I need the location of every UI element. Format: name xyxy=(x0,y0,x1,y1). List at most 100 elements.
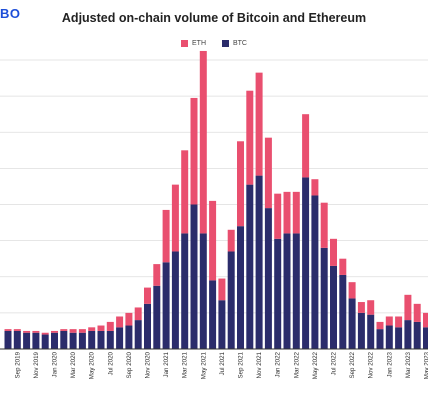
bar-btc-40 xyxy=(376,329,384,349)
bar-btc-14 xyxy=(134,320,142,349)
x-tick-label: Nov 2021 xyxy=(256,351,263,378)
legend-item-btc: BTC xyxy=(221,40,247,47)
bar-eth-15 xyxy=(144,287,151,304)
x-tick-label: Jul 2020 xyxy=(107,351,114,375)
bar-btc-22 xyxy=(209,280,217,349)
bar-btc-39 xyxy=(367,314,375,349)
bar-btc-6 xyxy=(60,330,68,349)
brand-logo: BO xyxy=(0,6,21,21)
bar-eth-35 xyxy=(330,238,337,266)
bar-eth-32 xyxy=(302,114,310,178)
x-tick-label: Sep 2021 xyxy=(238,351,245,378)
bar-btc-19 xyxy=(181,233,189,349)
bar-eth-0 xyxy=(4,329,12,331)
bar-btc-36 xyxy=(339,274,347,349)
bar-btc-11 xyxy=(106,330,114,349)
bar-eth-25 xyxy=(237,141,244,227)
bar-eth-31 xyxy=(292,191,300,234)
bar-eth-39 xyxy=(367,300,375,315)
bar-btc-30 xyxy=(283,233,291,349)
bar-eth-36 xyxy=(339,258,347,275)
bar-btc-18 xyxy=(171,251,179,349)
x-tick-label: Jan 2021 xyxy=(163,351,170,377)
bar-eth-7 xyxy=(69,329,77,333)
x-tick-label: Jan 2022 xyxy=(275,351,282,377)
bar-btc-29 xyxy=(274,238,282,349)
bar-btc-0 xyxy=(4,330,12,349)
bar-btc-41 xyxy=(385,325,393,349)
bar-btc-16 xyxy=(153,285,161,349)
bar-btc-37 xyxy=(348,298,356,349)
bar-eth-11 xyxy=(106,321,114,331)
legend-item-eth: ETH xyxy=(181,40,206,47)
bar-btc-26 xyxy=(246,184,254,349)
bar-btc-35 xyxy=(330,265,337,349)
bar-btc-32 xyxy=(302,177,310,349)
x-tick-label: Jan 2023 xyxy=(386,351,393,377)
bar-eth-34 xyxy=(320,202,328,248)
bar-eth-37 xyxy=(348,282,356,299)
bar-btc-20 xyxy=(190,204,198,349)
legend-swatch-eth xyxy=(181,40,189,47)
bar-eth-40 xyxy=(376,321,384,330)
bar-eth-26 xyxy=(246,90,254,185)
bar-eth-42 xyxy=(395,316,403,328)
bar-eth-19 xyxy=(181,150,189,234)
bar-btc-9 xyxy=(88,330,96,349)
bar-eth-16 xyxy=(153,264,161,286)
bar-eth-4 xyxy=(41,332,49,335)
bar-eth-44 xyxy=(413,303,421,322)
bar-btc-7 xyxy=(69,332,77,349)
bar-btc-45 xyxy=(423,327,428,349)
bar-btc-43 xyxy=(404,320,412,349)
bar-eth-13 xyxy=(125,312,133,326)
bar-btc-23 xyxy=(218,300,226,349)
x-tick-label: Nov 2022 xyxy=(368,351,375,378)
x-tick-label: Jan 2020 xyxy=(52,351,59,377)
chart-title: Adjusted on-chain volume of Bitcoin and … xyxy=(61,11,367,25)
bar-eth-8 xyxy=(78,329,86,333)
x-tick-label: Jul 2022 xyxy=(331,351,338,375)
bar-eth-41 xyxy=(385,316,393,326)
bar-eth-10 xyxy=(97,325,105,331)
x-tick-label: Sep 2019 xyxy=(14,351,21,378)
x-tick-label: Mar 2020 xyxy=(70,351,77,378)
bar-eth-3 xyxy=(32,330,40,333)
bar-btc-1 xyxy=(13,330,21,349)
bar-btc-38 xyxy=(357,312,365,349)
bar-btc-8 xyxy=(78,332,86,349)
bar-btc-25 xyxy=(237,226,244,349)
bar-btc-21 xyxy=(199,233,207,349)
bar-btc-28 xyxy=(264,208,272,349)
bar-eth-6 xyxy=(60,329,68,331)
bar-eth-43 xyxy=(404,294,412,321)
x-tick-label: Sep 2020 xyxy=(126,351,133,378)
x-tick-label: Mar 2022 xyxy=(293,351,300,378)
bars xyxy=(4,50,428,349)
x-tick-label: Mar 2023 xyxy=(405,351,412,378)
bar-btc-10 xyxy=(97,330,105,349)
bar-btc-4 xyxy=(41,334,49,349)
bar-btc-17 xyxy=(162,262,170,349)
bar-eth-24 xyxy=(227,229,235,252)
legend-label-eth: ETH xyxy=(192,40,207,47)
bar-btc-3 xyxy=(32,332,40,349)
bar-eth-1 xyxy=(13,329,21,331)
x-tick-label: Mar 2021 xyxy=(182,351,189,378)
bar-btc-31 xyxy=(292,233,300,349)
bar-eth-5 xyxy=(51,330,58,333)
bar-eth-22 xyxy=(209,200,217,281)
bar-btc-24 xyxy=(227,251,235,349)
bar-eth-29 xyxy=(274,193,282,239)
bar-eth-23 xyxy=(218,278,226,301)
bar-btc-33 xyxy=(311,195,319,349)
bar-eth-14 xyxy=(134,307,142,321)
x-tick-label: Jul 2021 xyxy=(219,351,226,375)
bar-eth-20 xyxy=(190,97,198,205)
x-tick-label: Nov 2019 xyxy=(33,351,40,378)
bar-eth-28 xyxy=(264,137,272,209)
bar-eth-17 xyxy=(162,209,170,263)
bar-eth-21 xyxy=(199,50,207,234)
bar-btc-12 xyxy=(116,327,124,349)
bar-eth-18 xyxy=(171,184,179,252)
